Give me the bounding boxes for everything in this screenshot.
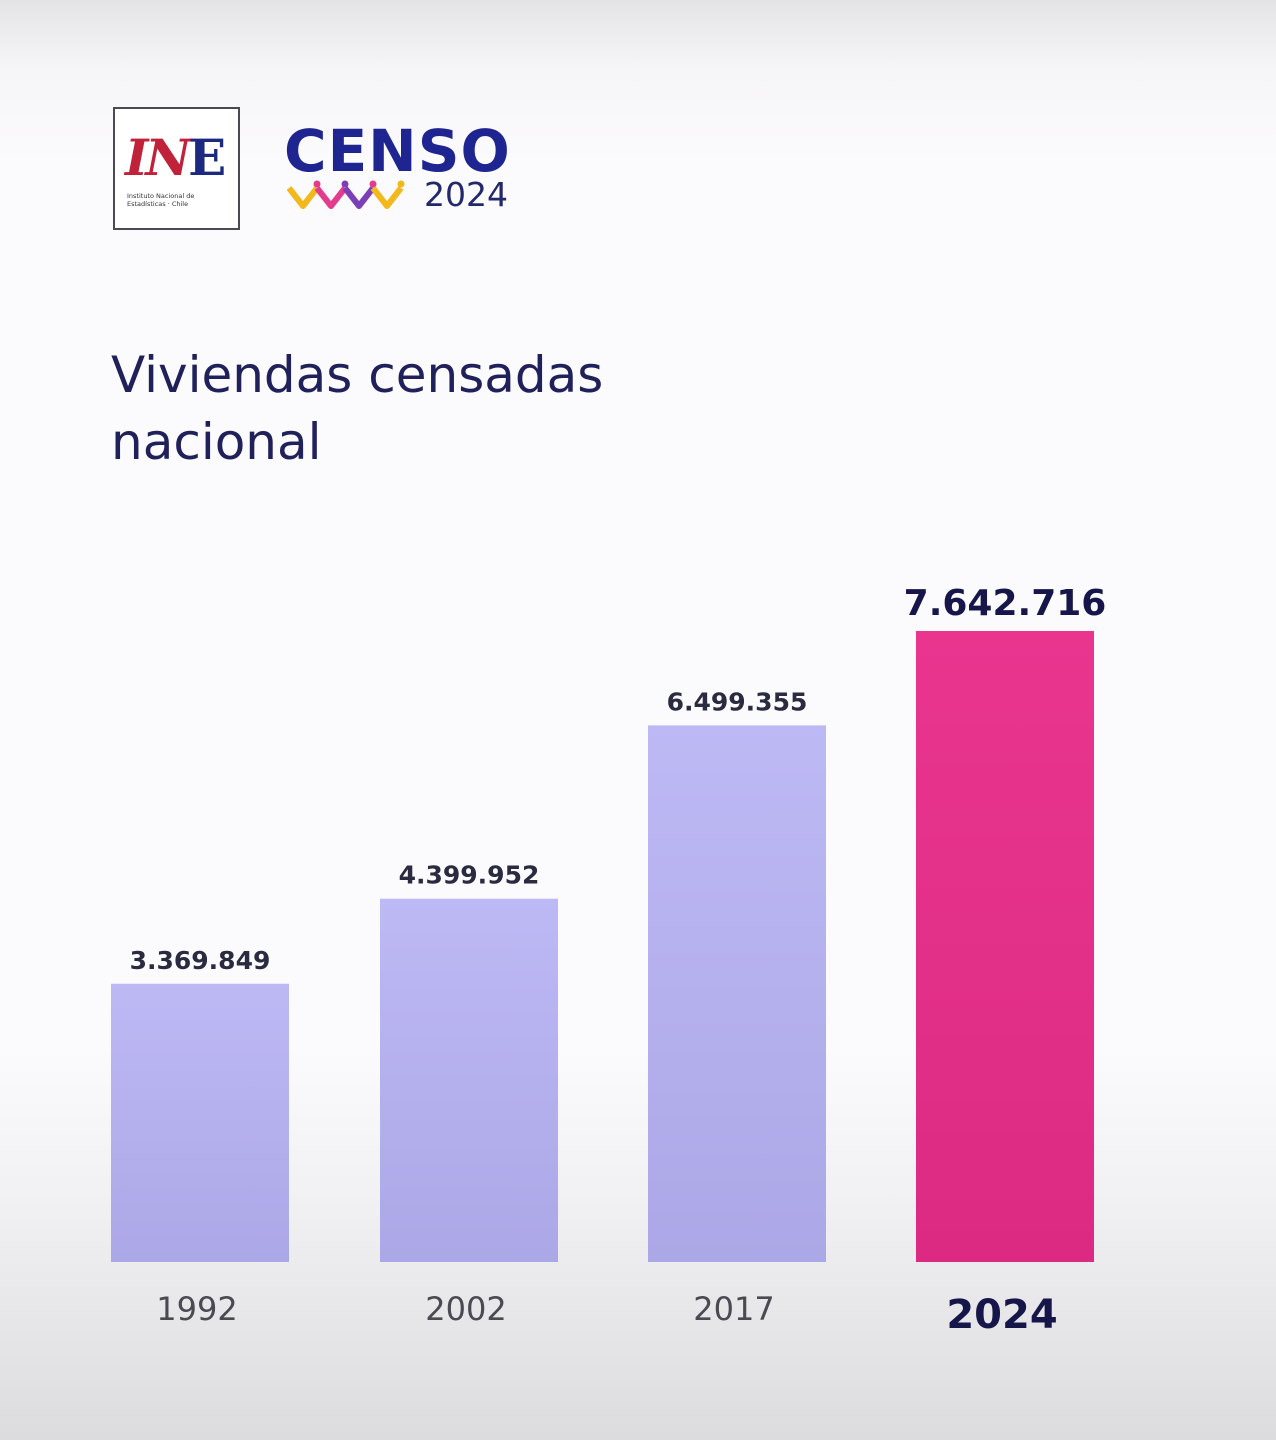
category-label-2024: 2024 (946, 1292, 1057, 1338)
censo-logo-word: CENSO (284, 117, 511, 185)
censo-people-icon (287, 180, 405, 209)
chart-title-line-1: Viviendas censadas (111, 346, 604, 404)
bar-1992 (111, 983, 289, 1262)
value-label-2024: 7.642.716 (904, 583, 1107, 624)
chart-title: Viviendas censadas nacional (111, 342, 811, 476)
bar-2024 (916, 631, 1094, 1262)
chart-title-line-2: nacional (111, 413, 322, 471)
category-label-2002: 2002 (425, 1290, 506, 1328)
bar-2002 (380, 898, 558, 1262)
ine-logo-subtitle: Instituto Nacional de Estadísticas · Chi… (127, 192, 195, 208)
category-label-1992: 1992 (156, 1290, 237, 1328)
value-label-2002: 4.399.952 (399, 861, 540, 890)
censo-logo-year: 2024 (424, 175, 508, 214)
value-label-2017: 6.499.355 (667, 687, 808, 716)
value-label-1992: 3.369.849 (130, 946, 271, 975)
category-label-2017: 2017 (693, 1290, 774, 1328)
bar-2017 (648, 725, 826, 1262)
ine-logo-mark: INE (125, 128, 226, 187)
ine-logo: INE Instituto Nacional de Estadísticas ·… (113, 107, 240, 230)
